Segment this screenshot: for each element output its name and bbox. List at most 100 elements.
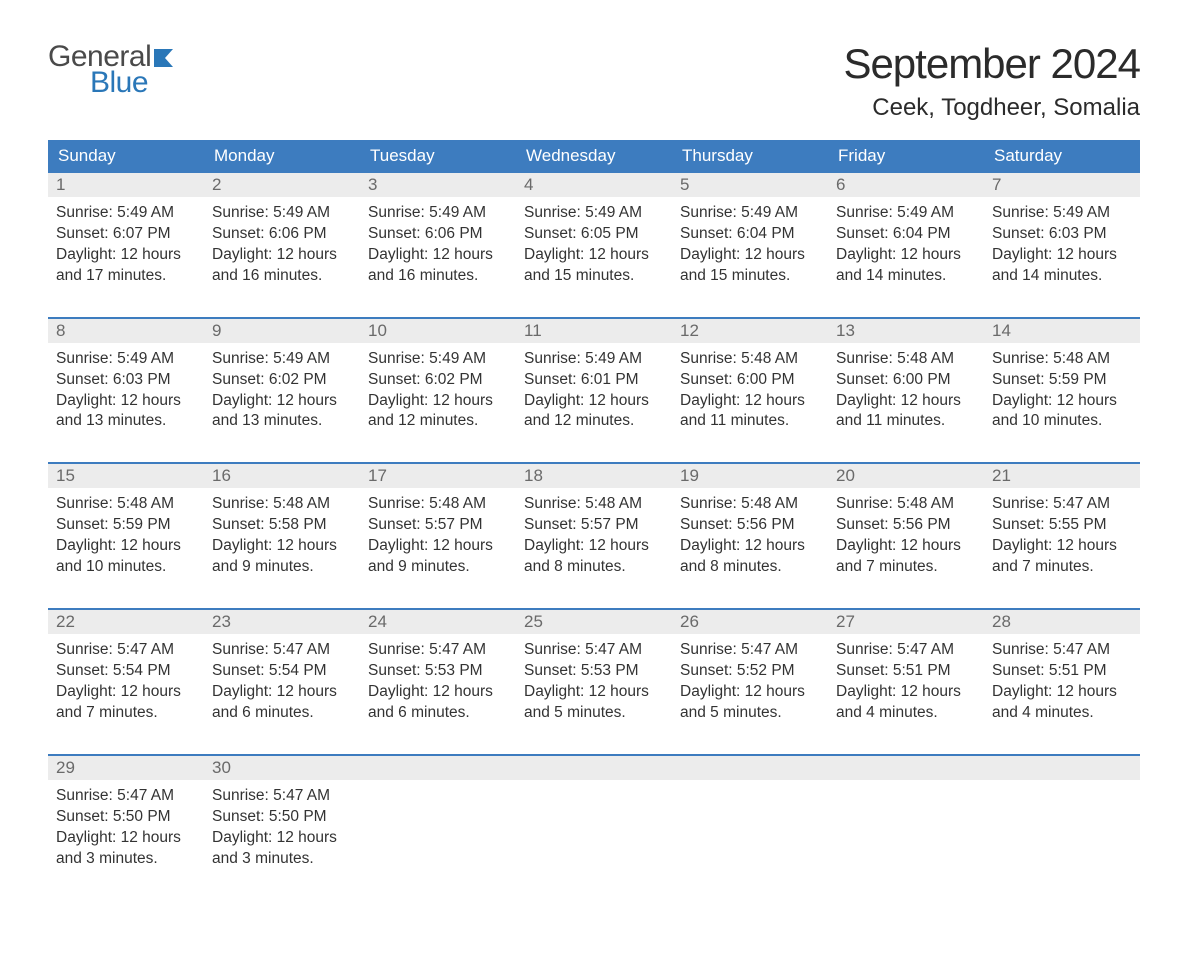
day-number [672,756,828,780]
daylight-line: Daylight: 12 hours and 12 minutes. [368,391,508,433]
sunset-line: Sunset: 5:57 PM [368,515,508,536]
day-cell: Sunrise: 5:49 AMSunset: 6:01 PMDaylight:… [516,343,672,437]
daylight-line: Daylight: 12 hours and 5 minutes. [680,682,820,724]
sunset-line: Sunset: 6:06 PM [368,224,508,245]
day-cell: Sunrise: 5:49 AMSunset: 6:03 PMDaylight:… [48,343,204,437]
sunrise-line: Sunrise: 5:48 AM [680,494,820,515]
sunrise-line: Sunrise: 5:48 AM [212,494,352,515]
sunrise-line: Sunrise: 5:48 AM [680,349,820,370]
sunrise-line: Sunrise: 5:49 AM [212,349,352,370]
flag-icon [153,47,181,74]
daylight-line: Daylight: 12 hours and 17 minutes. [56,245,196,287]
dow-wednesday: Wednesday [516,140,672,173]
day-number: 30 [204,756,360,780]
sunset-line: Sunset: 6:04 PM [836,224,976,245]
daybody-row: Sunrise: 5:47 AMSunset: 5:54 PMDaylight:… [48,634,1140,728]
sunrise-line: Sunrise: 5:47 AM [56,786,196,807]
daylight-line: Daylight: 12 hours and 13 minutes. [212,391,352,433]
daylight-line: Daylight: 12 hours and 3 minutes. [56,828,196,870]
daylight-line: Daylight: 12 hours and 12 minutes. [524,391,664,433]
day-cell: Sunrise: 5:49 AMSunset: 6:05 PMDaylight:… [516,197,672,291]
day-number: 21 [984,464,1140,488]
sunset-line: Sunset: 5:57 PM [524,515,664,536]
day-cell: Sunrise: 5:48 AMSunset: 5:59 PMDaylight:… [48,488,204,582]
location: Ceek, Togdheer, Somalia [843,94,1140,122]
day-number [828,756,984,780]
sunset-line: Sunset: 6:04 PM [680,224,820,245]
day-cell: Sunrise: 5:47 AMSunset: 5:50 PMDaylight:… [48,780,204,874]
daylight-line: Daylight: 12 hours and 16 minutes. [368,245,508,287]
sunrise-line: Sunrise: 5:49 AM [368,349,508,370]
day-number [360,756,516,780]
daylight-line: Daylight: 12 hours and 9 minutes. [368,536,508,578]
day-number: 27 [828,610,984,634]
sunset-line: Sunset: 5:51 PM [836,661,976,682]
day-cell: Sunrise: 5:47 AMSunset: 5:53 PMDaylight:… [516,634,672,728]
dow-friday: Friday [828,140,984,173]
sunset-line: Sunset: 5:58 PM [212,515,352,536]
daylight-line: Daylight: 12 hours and 10 minutes. [992,391,1132,433]
day-number: 29 [48,756,204,780]
day-cell [672,780,828,874]
title-block: September 2024 Ceek, Togdheer, Somalia [843,40,1140,122]
daylight-line: Daylight: 12 hours and 8 minutes. [680,536,820,578]
day-cell: Sunrise: 5:49 AMSunset: 6:04 PMDaylight:… [672,197,828,291]
day-cell: Sunrise: 5:48 AMSunset: 5:58 PMDaylight:… [204,488,360,582]
daylight-line: Daylight: 12 hours and 6 minutes. [212,682,352,724]
daylight-line: Daylight: 12 hours and 4 minutes. [992,682,1132,724]
daylight-line: Daylight: 12 hours and 10 minutes. [56,536,196,578]
day-number: 6 [828,173,984,197]
day-cell: Sunrise: 5:49 AMSunset: 6:07 PMDaylight:… [48,197,204,291]
day-number: 3 [360,173,516,197]
day-cell: Sunrise: 5:48 AMSunset: 5:59 PMDaylight:… [984,343,1140,437]
calendar: Sunday Monday Tuesday Wednesday Thursday… [48,140,1140,873]
logo: General Blue [48,40,181,100]
day-number: 14 [984,319,1140,343]
sunrise-line: Sunrise: 5:49 AM [992,203,1132,224]
sunrise-line: Sunrise: 5:48 AM [524,494,664,515]
daylight-line: Daylight: 12 hours and 16 minutes. [212,245,352,287]
day-number: 1 [48,173,204,197]
day-number [516,756,672,780]
day-number: 5 [672,173,828,197]
sunrise-line: Sunrise: 5:49 AM [836,203,976,224]
sunrise-line: Sunrise: 5:49 AM [56,203,196,224]
sunrise-line: Sunrise: 5:47 AM [836,640,976,661]
day-number: 18 [516,464,672,488]
day-cell: Sunrise: 5:47 AMSunset: 5:52 PMDaylight:… [672,634,828,728]
day-number: 2 [204,173,360,197]
sunset-line: Sunset: 6:07 PM [56,224,196,245]
sunrise-line: Sunrise: 5:47 AM [56,640,196,661]
sunrise-line: Sunrise: 5:48 AM [368,494,508,515]
day-number: 7 [984,173,1140,197]
sunrise-line: Sunrise: 5:47 AM [368,640,508,661]
daylight-line: Daylight: 12 hours and 15 minutes. [524,245,664,287]
daylight-line: Daylight: 12 hours and 7 minutes. [836,536,976,578]
daylight-line: Daylight: 12 hours and 6 minutes. [368,682,508,724]
day-number: 28 [984,610,1140,634]
day-cell [360,780,516,874]
dow-tuesday: Tuesday [360,140,516,173]
daylight-line: Daylight: 12 hours and 5 minutes. [524,682,664,724]
sunset-line: Sunset: 6:05 PM [524,224,664,245]
daybody-row: Sunrise: 5:48 AMSunset: 5:59 PMDaylight:… [48,488,1140,582]
day-cell: Sunrise: 5:49 AMSunset: 6:06 PMDaylight:… [360,197,516,291]
week-row: 22232425262728Sunrise: 5:47 AMSunset: 5:… [48,608,1140,728]
day-cell: Sunrise: 5:47 AMSunset: 5:55 PMDaylight:… [984,488,1140,582]
daylight-line: Daylight: 12 hours and 15 minutes. [680,245,820,287]
sunrise-line: Sunrise: 5:47 AM [992,640,1132,661]
day-number: 23 [204,610,360,634]
day-number: 20 [828,464,984,488]
day-cell: Sunrise: 5:49 AMSunset: 6:03 PMDaylight:… [984,197,1140,291]
day-cell: Sunrise: 5:49 AMSunset: 6:06 PMDaylight:… [204,197,360,291]
day-number: 4 [516,173,672,197]
sunset-line: Sunset: 6:06 PM [212,224,352,245]
day-cell: Sunrise: 5:48 AMSunset: 5:57 PMDaylight:… [360,488,516,582]
daynum-row: 1234567 [48,173,1140,197]
sunrise-line: Sunrise: 5:49 AM [212,203,352,224]
day-number: 12 [672,319,828,343]
sunrise-line: Sunrise: 5:49 AM [524,203,664,224]
daylight-line: Daylight: 12 hours and 7 minutes. [56,682,196,724]
day-cell: Sunrise: 5:49 AMSunset: 6:02 PMDaylight:… [360,343,516,437]
sunset-line: Sunset: 5:59 PM [992,370,1132,391]
